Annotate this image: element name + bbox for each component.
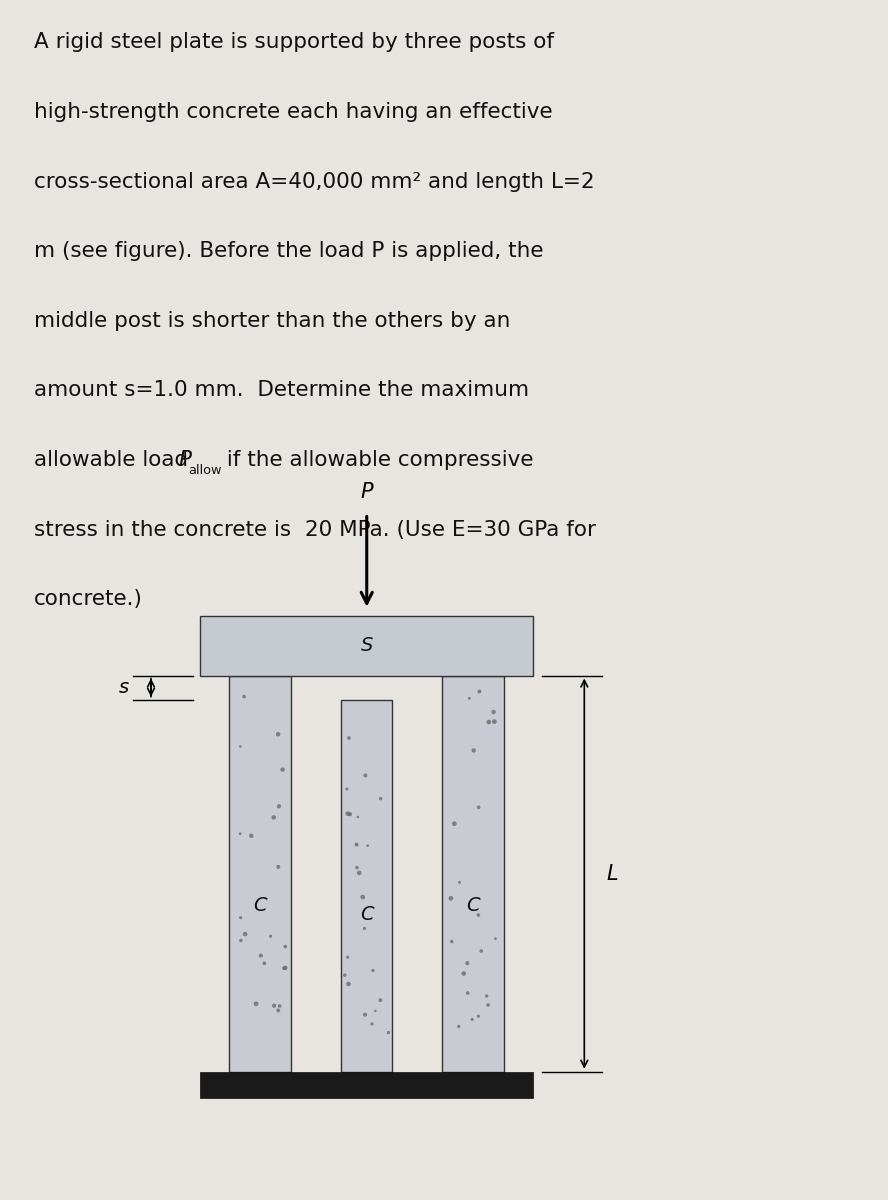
- Point: [373, 990, 387, 1009]
- Point: [358, 1006, 372, 1025]
- Point: [233, 824, 247, 844]
- Bar: [200, 616, 533, 676]
- Text: P: P: [361, 481, 373, 502]
- Point: [271, 857, 285, 876]
- Text: middle post is shorter than the others by an: middle post is shorter than the others b…: [34, 311, 510, 331]
- Text: C: C: [253, 895, 267, 914]
- Point: [461, 984, 475, 1003]
- Bar: [229, 676, 291, 1072]
- Text: C: C: [360, 905, 374, 924]
- Point: [238, 924, 252, 943]
- Text: high-strength concrete each having an effective: high-strength concrete each having an ef…: [34, 102, 552, 122]
- Text: S: S: [361, 636, 373, 655]
- Point: [463, 689, 477, 708]
- Point: [365, 1014, 379, 1033]
- Text: m (see figure). Before the load P is applied, the: m (see figure). Before the load P is app…: [34, 241, 543, 262]
- Text: A rigid steel plate is supported by three posts of: A rigid steel plate is supported by thre…: [34, 32, 554, 53]
- Point: [481, 995, 496, 1014]
- Point: [381, 1022, 395, 1042]
- Point: [355, 888, 369, 907]
- Point: [341, 974, 355, 994]
- Point: [234, 737, 248, 756]
- Text: concrete.): concrete.): [34, 589, 143, 610]
- Point: [369, 1001, 383, 1020]
- Point: [341, 948, 355, 967]
- Bar: [442, 676, 504, 1072]
- Point: [488, 929, 503, 948]
- Point: [366, 961, 380, 980]
- Point: [258, 954, 272, 973]
- Point: [357, 919, 371, 938]
- Text: allowable load: allowable load: [34, 450, 194, 470]
- Point: [277, 959, 291, 978]
- Point: [456, 964, 471, 983]
- Point: [266, 808, 281, 827]
- Point: [271, 1001, 285, 1020]
- Bar: [200, 1072, 533, 1098]
- Point: [453, 872, 467, 892]
- Point: [465, 1009, 480, 1028]
- Point: [278, 959, 292, 978]
- Point: [480, 986, 494, 1006]
- Point: [472, 1007, 486, 1026]
- Point: [444, 889, 458, 908]
- Point: [237, 686, 251, 706]
- Point: [452, 1016, 466, 1036]
- Point: [351, 808, 365, 827]
- Point: [272, 797, 286, 816]
- Point: [466, 740, 480, 760]
- Point: [234, 931, 248, 950]
- Point: [337, 966, 352, 985]
- Point: [474, 942, 488, 961]
- Text: amount s=1.0 mm.  Determine the maximum: amount s=1.0 mm. Determine the maximum: [34, 380, 529, 401]
- Text: s: s: [119, 678, 130, 697]
- Point: [472, 682, 487, 701]
- Point: [374, 790, 388, 809]
- Point: [278, 937, 292, 956]
- Text: L: L: [607, 864, 619, 883]
- Point: [342, 728, 356, 748]
- Point: [264, 926, 278, 946]
- Point: [244, 826, 258, 845]
- Point: [448, 814, 462, 833]
- Point: [343, 804, 357, 823]
- Point: [275, 760, 289, 779]
- Point: [271, 725, 285, 744]
- Point: [487, 702, 501, 721]
- Point: [350, 858, 364, 877]
- Point: [340, 779, 354, 798]
- Point: [472, 798, 486, 817]
- Point: [353, 863, 367, 882]
- Point: [361, 836, 375, 856]
- Point: [488, 712, 502, 731]
- Bar: [341, 700, 392, 1072]
- Point: [341, 804, 355, 823]
- Text: cross-sectional area A=40,000 mm² and length L=2: cross-sectional area A=40,000 mm² and le…: [34, 172, 594, 192]
- Point: [249, 995, 263, 1014]
- Point: [460, 954, 474, 973]
- Point: [273, 996, 287, 1015]
- Text: stress in the concrete is  20 MPa. (Use E=30 GPa for: stress in the concrete is 20 MPa. (Use E…: [34, 520, 596, 540]
- Text: C: C: [466, 895, 480, 914]
- Point: [482, 713, 496, 732]
- Text: P: P: [178, 450, 191, 470]
- Point: [472, 906, 486, 925]
- Point: [254, 946, 268, 965]
- Point: [358, 766, 372, 785]
- Point: [267, 996, 281, 1015]
- Point: [445, 932, 459, 952]
- Text: if the allowable compressive: if the allowable compressive: [220, 450, 534, 470]
- Point: [350, 835, 364, 854]
- Point: [234, 908, 248, 928]
- Text: allow: allow: [188, 464, 222, 478]
